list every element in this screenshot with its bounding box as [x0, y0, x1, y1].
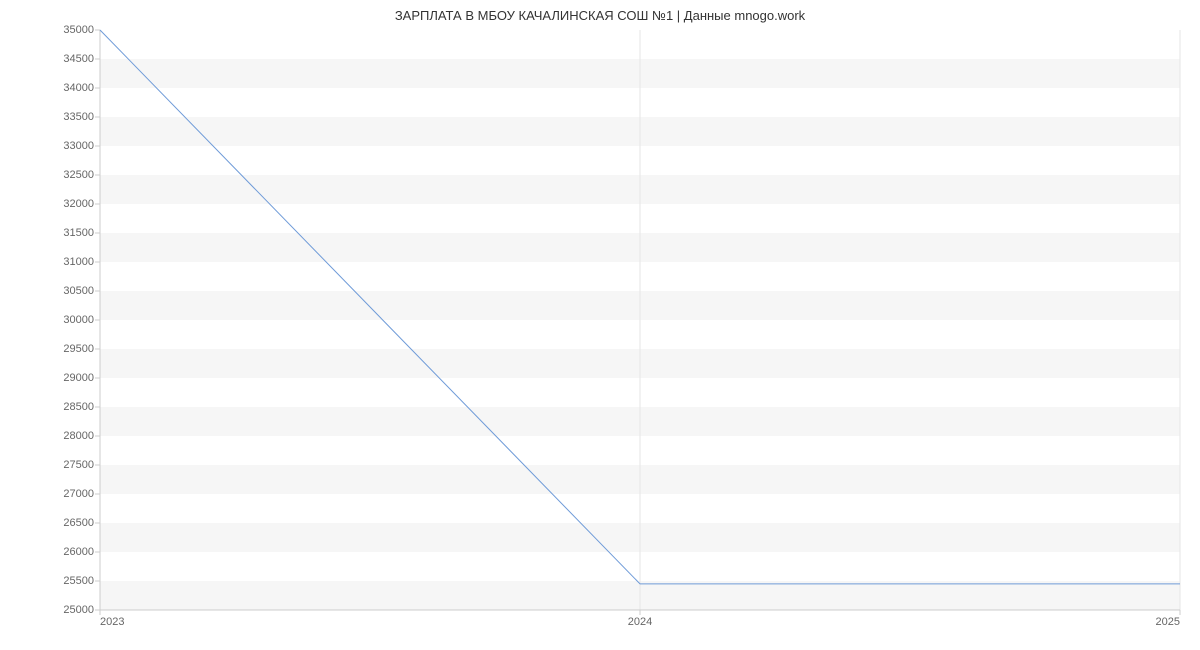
- y-tick-label: 29500: [63, 343, 100, 355]
- x-tick-label: 2023: [100, 610, 124, 628]
- plot-area: 2500025500260002650027000275002800028500…: [100, 30, 1180, 610]
- y-tick-label: 33000: [63, 140, 100, 152]
- y-tick-label: 35000: [63, 24, 100, 36]
- y-tick-label: 25500: [63, 575, 100, 587]
- y-tick-label: 29000: [63, 372, 100, 384]
- y-tick-label: 26500: [63, 517, 100, 529]
- y-tick-label: 27500: [63, 459, 100, 471]
- y-tick-label: 31500: [63, 227, 100, 239]
- y-tick-label: 30000: [63, 314, 100, 326]
- y-tick-label: 34500: [63, 53, 100, 65]
- chart-svg: [100, 30, 1180, 610]
- y-tick-label: 28500: [63, 401, 100, 413]
- y-tick-label: 32000: [63, 198, 100, 210]
- salary-line-chart: ЗАРПЛАТА В МБОУ КАЧАЛИНСКАЯ СОШ №1 | Дан…: [0, 0, 1200, 650]
- y-tick-label: 27000: [63, 488, 100, 500]
- x-tick-label: 2025: [1156, 610, 1180, 628]
- y-tick-label: 31000: [63, 256, 100, 268]
- y-tick-label: 28000: [63, 430, 100, 442]
- y-tick-label: 25000: [63, 604, 100, 616]
- y-tick-label: 33500: [63, 111, 100, 123]
- y-tick-label: 30500: [63, 285, 100, 297]
- y-tick-label: 34000: [63, 82, 100, 94]
- y-tick-label: 26000: [63, 546, 100, 558]
- chart-title: ЗАРПЛАТА В МБОУ КАЧАЛИНСКАЯ СОШ №1 | Дан…: [0, 0, 1200, 23]
- y-tick-label: 32500: [63, 169, 100, 181]
